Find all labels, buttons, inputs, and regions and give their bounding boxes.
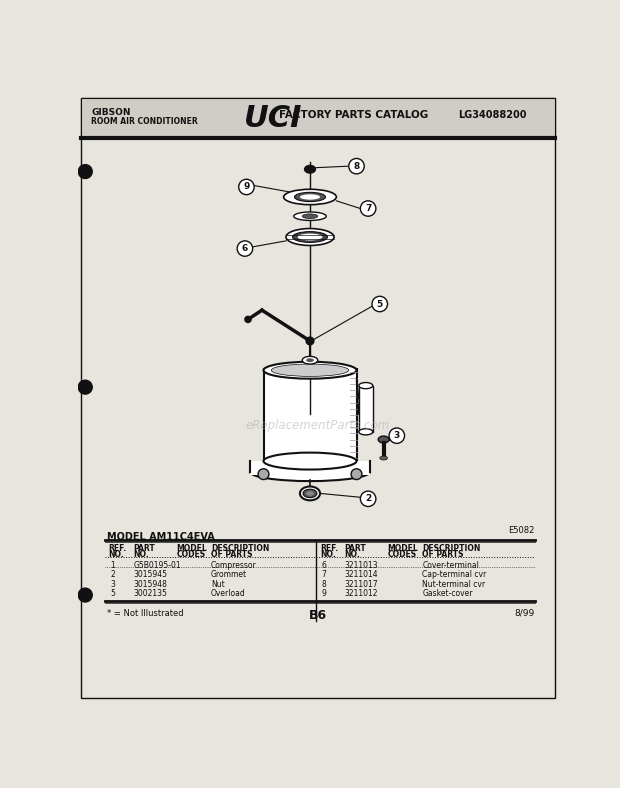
Ellipse shape <box>303 489 317 498</box>
Text: 3211014: 3211014 <box>344 571 378 579</box>
Text: NO.: NO. <box>344 550 360 559</box>
Text: OF PARTS: OF PARTS <box>422 550 464 559</box>
Text: 3: 3 <box>394 431 400 440</box>
Text: Grommet: Grommet <box>211 571 247 579</box>
Text: GIBSON: GIBSON <box>92 109 131 117</box>
Circle shape <box>78 381 92 394</box>
Text: OF PARTS: OF PARTS <box>211 550 252 559</box>
Text: 3015945: 3015945 <box>133 571 167 579</box>
Text: 3002135: 3002135 <box>133 589 167 598</box>
Ellipse shape <box>359 429 373 435</box>
Text: 3211013: 3211013 <box>344 561 378 571</box>
Text: REF.: REF. <box>320 545 338 553</box>
Text: E5082: E5082 <box>508 526 534 535</box>
Circle shape <box>78 588 92 602</box>
Text: PART: PART <box>344 545 366 553</box>
Ellipse shape <box>298 233 322 240</box>
Ellipse shape <box>300 486 320 500</box>
Text: PART: PART <box>133 545 155 553</box>
Ellipse shape <box>293 232 327 243</box>
Text: MODEL AM11C4EVA: MODEL AM11C4EVA <box>107 532 215 542</box>
Text: B6: B6 <box>309 609 327 622</box>
Text: 3211012: 3211012 <box>344 589 378 598</box>
Text: 7: 7 <box>365 204 371 213</box>
Text: 8: 8 <box>322 580 326 589</box>
Text: NO.: NO. <box>320 550 336 559</box>
Text: CODES: CODES <box>388 550 417 559</box>
Ellipse shape <box>294 212 326 221</box>
Text: Compressor: Compressor <box>211 561 257 571</box>
Text: G5B0195-01: G5B0195-01 <box>133 561 181 571</box>
Bar <box>264 369 356 461</box>
Ellipse shape <box>304 165 316 173</box>
Text: Nut-terminal cvr: Nut-terminal cvr <box>422 580 485 589</box>
Text: MODEL: MODEL <box>388 545 418 553</box>
Ellipse shape <box>300 195 320 199</box>
Circle shape <box>258 469 269 480</box>
Text: MODEL: MODEL <box>177 545 208 553</box>
Circle shape <box>360 201 376 216</box>
Text: Nut: Nut <box>211 580 224 589</box>
Text: NO.: NO. <box>133 550 149 559</box>
Text: 8/99: 8/99 <box>515 609 534 618</box>
Text: 3211017: 3211017 <box>344 580 378 589</box>
Text: Cap-terminal cvr: Cap-terminal cvr <box>422 571 487 579</box>
Text: Gasket-cover: Gasket-cover <box>422 589 473 598</box>
Ellipse shape <box>378 436 389 443</box>
Bar <box>81 98 555 138</box>
Text: 6: 6 <box>242 244 248 253</box>
Text: Overload: Overload <box>211 589 246 598</box>
Ellipse shape <box>264 452 356 470</box>
Ellipse shape <box>303 356 317 364</box>
Text: 9: 9 <box>322 589 327 598</box>
Ellipse shape <box>379 456 388 460</box>
Circle shape <box>389 428 404 444</box>
Text: 5: 5 <box>376 299 383 308</box>
Ellipse shape <box>264 362 356 379</box>
Text: 2: 2 <box>365 494 371 504</box>
Text: CODES: CODES <box>177 550 206 559</box>
Text: eReplacementParts.com: eReplacementParts.com <box>246 419 390 432</box>
Ellipse shape <box>286 229 334 246</box>
Text: 2: 2 <box>110 571 115 579</box>
Text: 7: 7 <box>322 571 327 579</box>
Bar <box>359 385 373 432</box>
Ellipse shape <box>306 491 314 496</box>
Circle shape <box>360 491 376 507</box>
Circle shape <box>348 158 365 174</box>
Text: 9: 9 <box>243 183 250 191</box>
Bar <box>250 461 370 475</box>
Ellipse shape <box>294 192 326 202</box>
Ellipse shape <box>283 189 336 205</box>
Text: 8: 8 <box>353 162 360 171</box>
Text: * = Not Illustrated: * = Not Illustrated <box>107 609 184 618</box>
Ellipse shape <box>306 359 314 362</box>
Circle shape <box>245 316 251 322</box>
Text: LG34088200: LG34088200 <box>459 110 527 120</box>
Text: DESCRIPTION: DESCRIPTION <box>211 545 269 553</box>
Circle shape <box>239 179 254 195</box>
Text: REF.: REF. <box>108 545 126 553</box>
Text: FACTORY PARTS CATALOG: FACTORY PARTS CATALOG <box>279 110 428 120</box>
Text: NO.: NO. <box>108 550 124 559</box>
Circle shape <box>237 241 253 256</box>
Text: DESCRIPTION: DESCRIPTION <box>422 545 480 553</box>
Circle shape <box>306 337 314 345</box>
Circle shape <box>78 165 92 179</box>
Text: 1: 1 <box>110 561 115 571</box>
Text: UCI: UCI <box>244 104 303 133</box>
Circle shape <box>372 296 388 312</box>
Ellipse shape <box>272 364 348 377</box>
Ellipse shape <box>250 463 370 481</box>
Text: Cover-terminal: Cover-terminal <box>422 561 479 571</box>
Text: 5: 5 <box>110 589 115 598</box>
Ellipse shape <box>359 382 373 388</box>
Circle shape <box>351 469 362 480</box>
Ellipse shape <box>303 214 317 218</box>
Text: 3: 3 <box>110 580 115 589</box>
Text: 3015948: 3015948 <box>133 580 167 589</box>
Text: 6: 6 <box>322 561 327 571</box>
Text: ROOM AIR CONDITIONER: ROOM AIR CONDITIONER <box>92 117 198 126</box>
